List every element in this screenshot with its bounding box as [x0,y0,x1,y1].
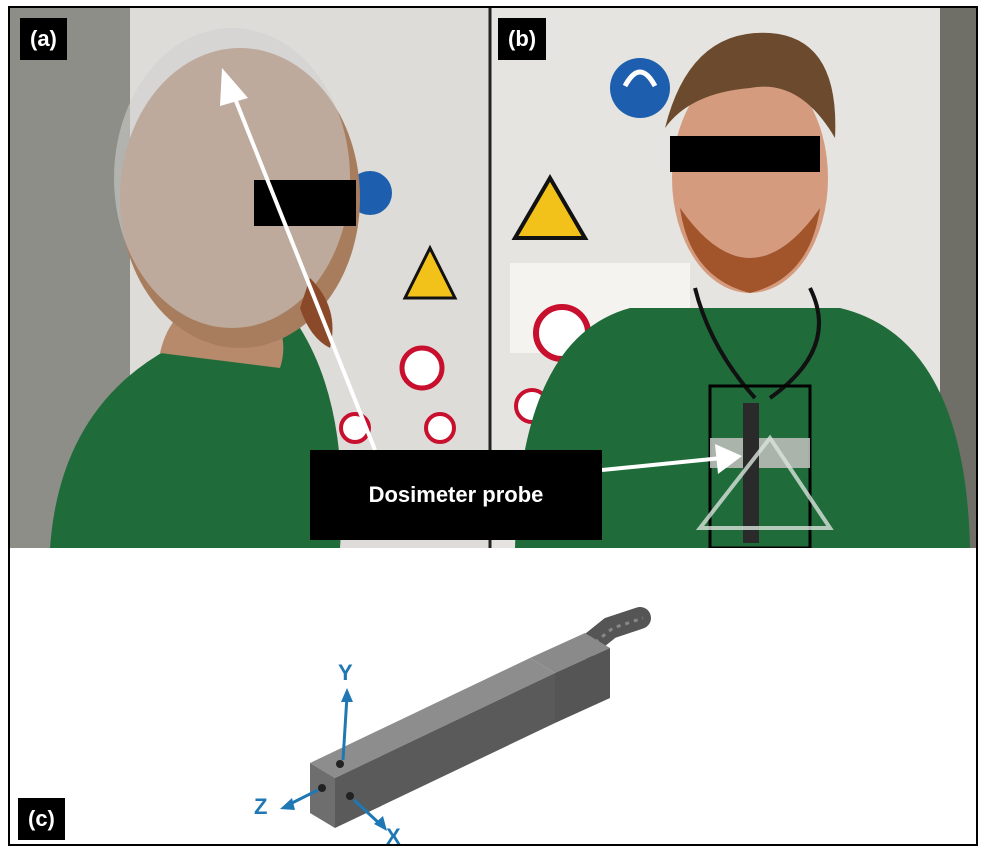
x-axis-line [352,798,382,826]
arrow-head-right [715,444,742,474]
probe-end-face [310,763,335,828]
person-a-beard [300,278,333,348]
ear-protection-sign-b [610,58,670,118]
x-axis-arrowhead [374,816,387,831]
y-axis-line [341,695,349,761]
person-a-shirt [50,328,342,548]
panel-label-a: (a) [20,18,67,60]
panel-label-b: (b) [498,18,547,60]
figure-frame: (a) (b) Dosimeter probe Y [8,6,978,846]
ear-protection-glyph [622,69,658,88]
z-axis-label: Z [254,794,267,819]
probe-on-chest [743,403,759,543]
prohibition-sign-a [399,345,445,391]
shirt-print-pentagram [695,434,834,530]
probe-body-top [310,658,555,778]
probe-diagram: Y Z X [10,548,976,844]
connector-side [555,648,610,723]
arrow-head-up [220,68,248,106]
x-axis-label: X [386,824,401,844]
magnet-warning-sign-a [402,244,458,300]
y-axis-label: Y [338,660,353,685]
person-b-beard [680,208,820,293]
sensor-hole-z [318,784,326,792]
z-axis-arrowhead [280,798,295,810]
sensor-hole-y [336,760,344,768]
arrow-to-head [228,85,377,451]
connector-top [530,633,610,673]
probe-body-front [335,673,555,828]
arrow-to-chest [601,456,723,472]
probe-diagram-svg: Y Z X [254,607,651,844]
magnet-warning-sign-b [511,174,589,240]
person-b-hair [665,32,836,138]
person-b-shirt [515,308,970,548]
y-axis-arrowhead [341,688,353,702]
sensor-hole-x [346,792,354,800]
person-a-mesh-cap [114,28,350,328]
panel-label-c: (c) [18,798,65,840]
dosimeter-probe-callout: Dosimeter probe [310,450,602,540]
prohibition-sign-a3 [424,412,456,444]
person-b-eye-bar [670,136,820,172]
person-b-face [672,63,828,293]
